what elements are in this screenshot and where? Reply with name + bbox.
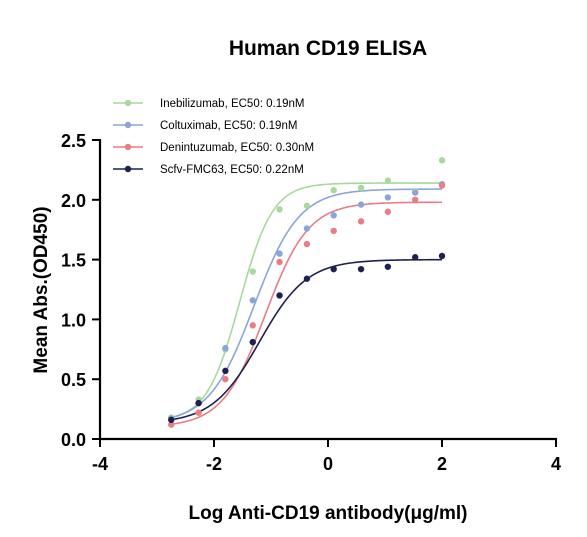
data-point-series-3: [357, 218, 365, 225]
data-point-series-3: [384, 208, 392, 215]
data-point-series-3: [303, 240, 311, 248]
data-point-series-2: [222, 344, 229, 352]
data-points: [168, 157, 446, 428]
data-point-series-2: [330, 212, 337, 219]
x-tick-label: 2: [437, 454, 447, 474]
legend-label-1: Inebilizumab, EC50: 0.19nM: [160, 98, 304, 110]
y-axis-label: Mean Abs.(OD450): [31, 206, 52, 373]
y-tick-label: 2.5: [61, 131, 86, 151]
x-tick-label: -2: [206, 454, 222, 474]
x-axis-label: Log Anti-CD19 antibody(μg/ml): [188, 503, 467, 524]
data-point-series-1: [384, 177, 392, 184]
data-point-series-4: [357, 265, 365, 273]
data-point-series-4: [384, 263, 392, 270]
data-point-series-2: [384, 194, 392, 201]
legend-marker-2: [124, 121, 132, 129]
data-point-series-1: [249, 268, 256, 275]
data-point-series-3: [249, 322, 256, 329]
fit-curves: [171, 182, 443, 426]
data-point-series-4: [303, 275, 311, 282]
data-point-series-3: [330, 227, 337, 235]
data-point-series-4: [195, 399, 202, 407]
data-point-series-2: [249, 297, 256, 304]
data-point-series-4: [168, 416, 175, 424]
data-point-series-1: [330, 187, 337, 194]
y-tick-label: 1.5: [61, 251, 86, 271]
data-point-series-4: [412, 254, 419, 261]
y-tick-label: 2.0: [61, 191, 86, 211]
fit-curve-series-2: [171, 188, 443, 419]
data-point-series-2: [357, 201, 365, 208]
legend-marker-1: [124, 99, 132, 107]
data-point-series-3: [438, 182, 446, 189]
y-tick-label: 0.0: [61, 430, 86, 450]
data-point-series-3: [168, 421, 175, 428]
data-point-series-1: [276, 206, 283, 213]
data-point-series-3: [412, 196, 419, 203]
x-tick-label: -4: [92, 454, 108, 474]
legend-label-2: Coltuximab, EC50: 0.19nM: [160, 120, 297, 132]
legend: Inebilizumab, EC50: 0.19nM Coltuximab, EC…: [113, 98, 314, 176]
data-point-series-4: [249, 338, 256, 346]
data-point-series-3: [195, 409, 202, 416]
ticks: -4 -2 0 2 4 0.0 0.5 1.0 1.5 2.0 2.5: [61, 131, 561, 474]
data-point-series-3: [276, 258, 283, 266]
data-point-series-2: [412, 189, 419, 196]
y-tick-label: 0.5: [61, 370, 86, 390]
data-point-series-1: [438, 157, 446, 164]
data-point-series-3: [222, 376, 229, 383]
legend-marker-3: [124, 143, 132, 151]
data-point-series-4: [330, 265, 337, 273]
chart-title: Human CD19 ELISA: [229, 37, 427, 60]
y-tick-label: 1.0: [61, 310, 86, 330]
data-point-series-1: [303, 202, 311, 209]
legend-label-4: Scfv-FMC63, EC50: 0.22nM: [160, 164, 304, 176]
data-point-series-4: [438, 252, 446, 260]
data-point-series-2: [303, 225, 311, 232]
data-point-series-1: [357, 184, 365, 192]
data-point-series-4: [222, 367, 229, 375]
legend-label-3: Denintuzumab, EC50: 0.30nM: [160, 142, 314, 154]
fit-curve-series-4: [171, 258, 443, 421]
legend-marker-4: [124, 165, 132, 173]
data-point-series-2: [276, 250, 283, 257]
fit-curve-series-1: [171, 182, 442, 419]
x-tick-label: 0: [323, 454, 333, 474]
data-point-series-4: [276, 292, 283, 299]
x-tick-label: 4: [551, 454, 561, 474]
